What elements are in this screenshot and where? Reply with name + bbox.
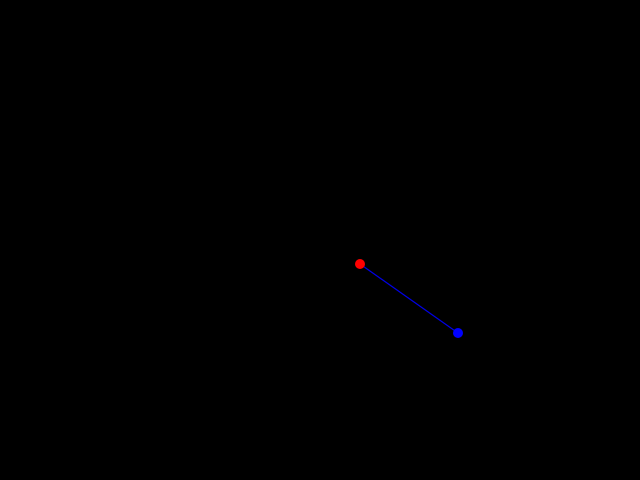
blue-point <box>453 328 463 338</box>
red-point <box>355 259 365 269</box>
connecting-rod-line <box>359 263 459 334</box>
